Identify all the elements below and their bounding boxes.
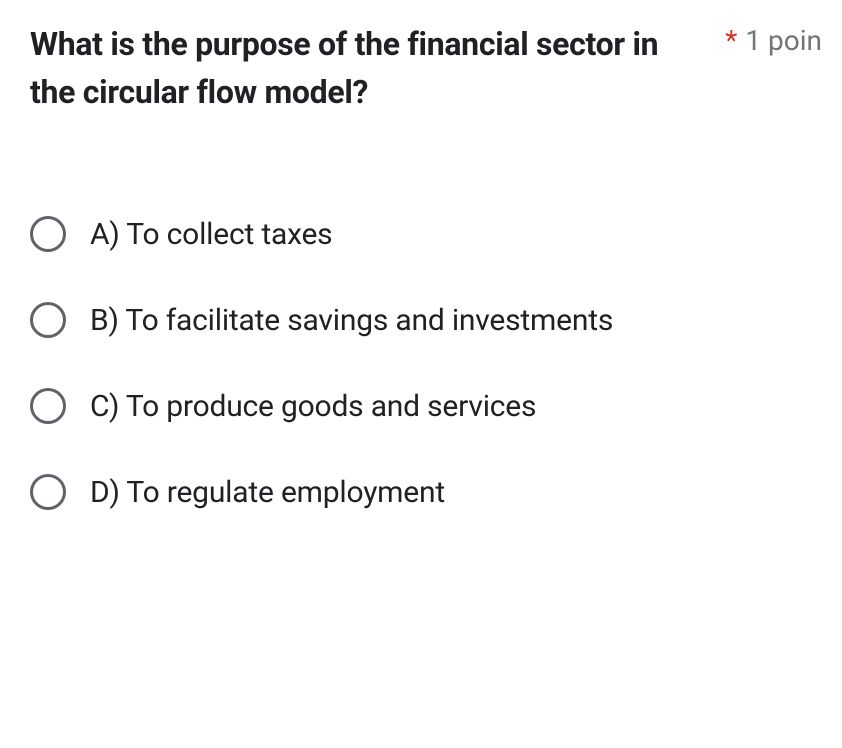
option-label: C) To produce goods and services (90, 389, 536, 424)
option-d[interactable]: D) To regulate employment (30, 474, 822, 510)
points-label: 1 poin (745, 24, 822, 57)
option-label: A) To collect taxes (90, 217, 332, 252)
radio-icon[interactable] (30, 302, 66, 338)
option-label: B) To facilitate savings and investments (90, 303, 613, 338)
option-a[interactable]: A) To collect taxes (30, 216, 822, 252)
option-c[interactable]: C) To produce goods and services (30, 388, 822, 424)
radio-icon[interactable] (30, 216, 66, 252)
option-label: D) To regulate employment (90, 475, 445, 510)
required-asterisk-icon: * (725, 24, 737, 57)
points-area: * 1 poin (725, 20, 822, 57)
radio-icon[interactable] (30, 388, 66, 424)
options-container: A) To collect taxes B) To facilitate sav… (30, 216, 822, 510)
question-text: What is the purpose of the financial sec… (30, 20, 670, 116)
radio-icon[interactable] (30, 474, 66, 510)
question-header: What is the purpose of the financial sec… (30, 20, 822, 116)
option-b[interactable]: B) To facilitate savings and investments (30, 302, 822, 338)
